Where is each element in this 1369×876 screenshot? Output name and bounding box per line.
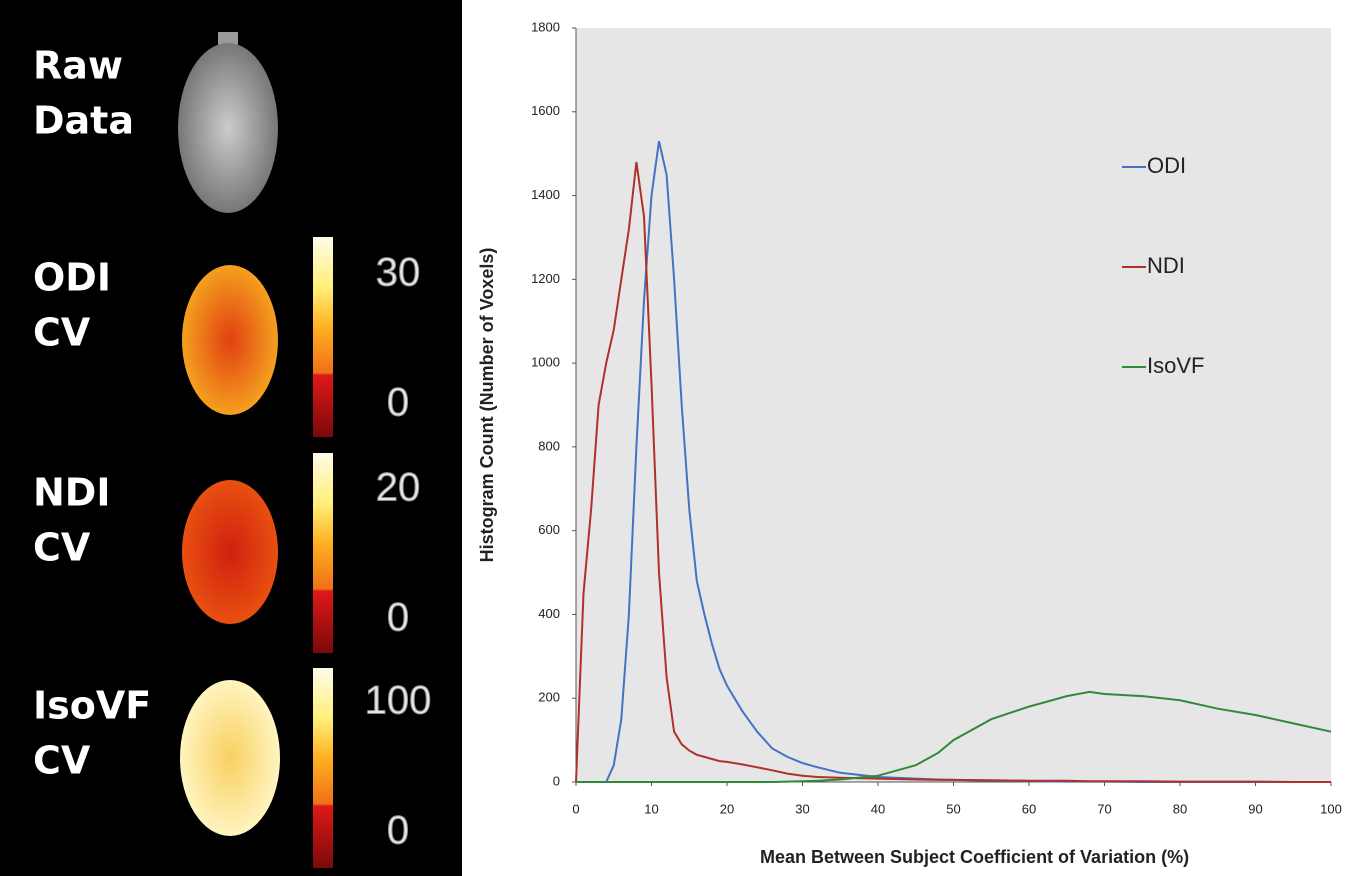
row-label: CV — [33, 526, 91, 570]
brain-isovf — [180, 680, 280, 836]
row-label: NDI — [33, 471, 110, 515]
colorbar-max: 20 — [376, 466, 421, 510]
colorbar-min: 0 — [387, 381, 409, 425]
x-tick-label: 50 — [946, 801, 960, 816]
legend-label: ODI — [1147, 153, 1186, 178]
colorbar-min: 0 — [387, 809, 409, 853]
y-tick-label: 1600 — [531, 103, 560, 118]
brain-images — [178, 32, 280, 836]
y-tick-label: 1400 — [531, 187, 560, 202]
brain-raw — [178, 43, 278, 213]
colorbar-min: 0 — [387, 596, 409, 640]
x-tick-label: 70 — [1097, 801, 1111, 816]
x-tick-label: 20 — [720, 801, 734, 816]
x-tick-label: 60 — [1022, 801, 1036, 816]
x-tick-label: 80 — [1173, 801, 1187, 816]
colorbar — [313, 237, 333, 437]
y-tick-label: 400 — [538, 606, 560, 621]
y-axis-title: Histogram Count (Number of Voxels) — [477, 248, 497, 563]
x-tick-label: 10 — [644, 801, 658, 816]
legend-label: IsoVF — [1147, 353, 1204, 378]
y-tick-label: 200 — [538, 690, 560, 705]
y-tick-label: 1200 — [531, 271, 560, 286]
x-tick-label: 0 — [572, 801, 579, 816]
row-label: Raw — [33, 44, 123, 88]
brain-ndi — [182, 480, 278, 624]
row-label: ODI — [33, 256, 111, 300]
plot-area — [576, 28, 1331, 782]
colorbar-max: 100 — [365, 679, 432, 723]
colorbar — [313, 453, 333, 653]
row-label: Data — [33, 99, 134, 143]
y-tick-label: 1800 — [531, 19, 560, 34]
legend-label: NDI — [1147, 253, 1185, 278]
y-tick-label: 0 — [553, 773, 560, 788]
colorbar-max: 30 — [376, 251, 421, 295]
x-tick-label: 100 — [1320, 801, 1342, 816]
x-tick-label: 90 — [1248, 801, 1262, 816]
x-tick-label: 30 — [795, 801, 809, 816]
row-label: IsoVF — [33, 684, 151, 728]
brain-odi — [182, 265, 278, 415]
y-tick-label: 600 — [538, 522, 560, 537]
x-axis-title: Mean Between Subject Coefficient of Vari… — [760, 847, 1189, 867]
colorbar — [313, 668, 333, 868]
y-tick-label: 800 — [538, 438, 560, 453]
line-series — [576, 690, 1332, 783]
row-label: CV — [33, 739, 91, 783]
row-label: CV — [33, 311, 91, 355]
line-series — [575, 161, 1331, 783]
x-tick-label: 40 — [871, 801, 885, 816]
y-tick-label: 1000 — [531, 355, 560, 370]
